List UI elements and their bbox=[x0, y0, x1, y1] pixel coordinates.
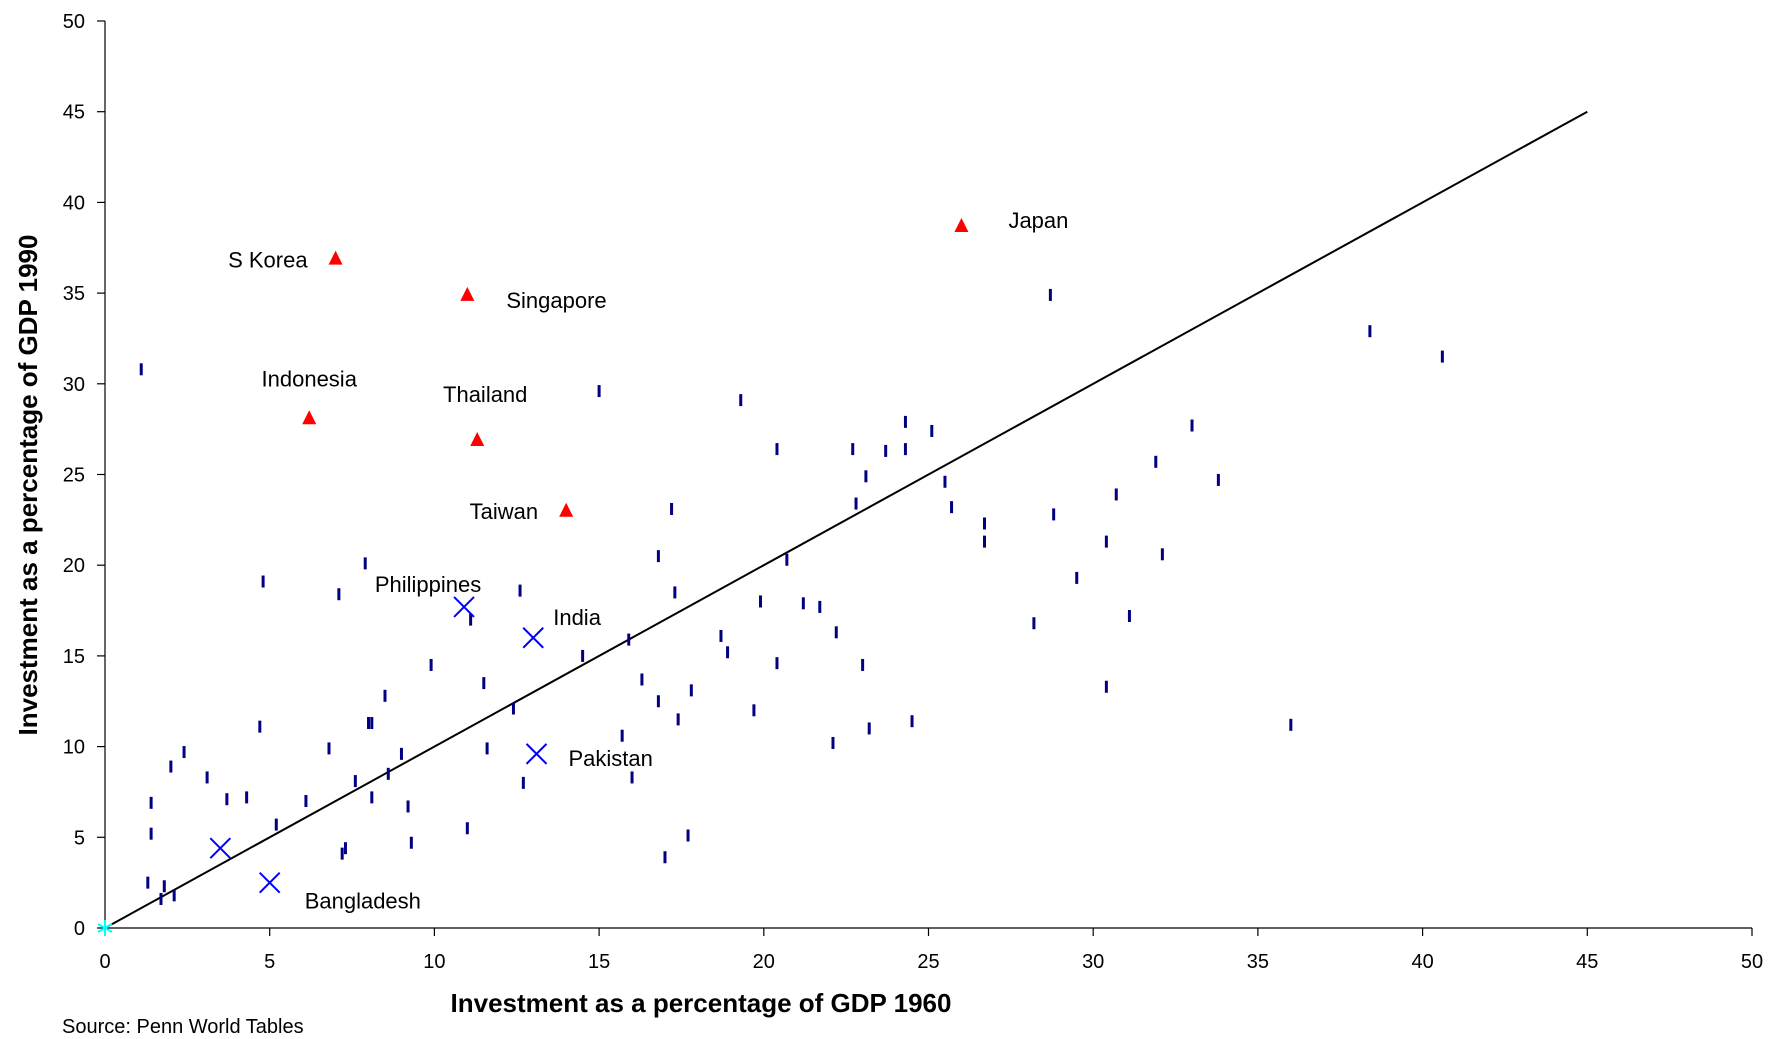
triangle-point bbox=[328, 250, 343, 265]
asterisk-point bbox=[97, 920, 113, 936]
x-point bbox=[258, 871, 281, 894]
x-tick-label: 25 bbox=[917, 951, 939, 973]
x-point bbox=[453, 596, 475, 618]
x-point-stroke bbox=[258, 871, 281, 894]
y-tick-label: 0 bbox=[74, 918, 85, 940]
x-point-stroke bbox=[525, 743, 548, 765]
point-label: Japan bbox=[1008, 208, 1068, 233]
x-tick-label: 20 bbox=[753, 951, 775, 973]
source-note: Source: Penn World Tables bbox=[62, 1016, 304, 1038]
point-label: Philippines bbox=[375, 572, 481, 597]
point-label: Pakistan bbox=[569, 746, 653, 771]
triangle-point bbox=[460, 286, 475, 301]
x-tick-label: 5 bbox=[264, 951, 275, 973]
x-tick-label: 10 bbox=[423, 951, 445, 973]
triangle-point bbox=[559, 502, 574, 517]
data-marks bbox=[97, 217, 1444, 936]
triangle-point bbox=[470, 432, 485, 447]
point-label: S Korea bbox=[228, 248, 308, 273]
point-label: Thailand bbox=[443, 382, 527, 407]
x-point bbox=[525, 743, 548, 765]
asterisk-stroke bbox=[97, 923, 113, 933]
reference-line bbox=[104, 110, 1588, 929]
y-tick-label: 25 bbox=[63, 465, 85, 487]
y-tick-label: 5 bbox=[74, 827, 85, 849]
axes: 0 5 10 15 20 25 30 35 40 45 50 0 5 10 15 20 25 30 35 40 45 50 bbox=[63, 11, 1763, 973]
x-point bbox=[522, 627, 544, 649]
y-tick-label: 10 bbox=[63, 737, 85, 759]
y-tick-label: 30 bbox=[63, 374, 85, 396]
triangle-point bbox=[302, 410, 317, 425]
y-tick-label: 45 bbox=[63, 102, 85, 124]
point-label: Indonesia bbox=[262, 366, 358, 391]
triangle-point bbox=[954, 217, 969, 232]
y-tick-label: 50 bbox=[63, 11, 85, 33]
x-axis-title: Investment as a percentage of GDP 1960 bbox=[451, 988, 952, 1018]
x-tick-label: 40 bbox=[1411, 951, 1433, 973]
x-point-stroke bbox=[522, 627, 544, 649]
x-tick-label: 15 bbox=[588, 951, 610, 973]
y-tick-label: 40 bbox=[63, 192, 85, 214]
point-label: Bangladesh bbox=[305, 889, 421, 914]
point-label: Taiwan bbox=[470, 499, 538, 524]
y-axis-title: Investment as a percentage of GDP 1990 bbox=[13, 235, 43, 736]
point-label: Singapore bbox=[506, 288, 606, 313]
x-tick-label: 45 bbox=[1576, 951, 1598, 973]
x-point-stroke bbox=[453, 596, 475, 618]
y-tick-label: 20 bbox=[63, 555, 85, 577]
y-tick-label: 35 bbox=[63, 283, 85, 305]
point-label: India bbox=[553, 605, 601, 630]
x-tick-label: 0 bbox=[99, 951, 110, 973]
point-annotations: S Korea Singapore Japan Indonesia Thailand Ta… bbox=[228, 208, 1068, 914]
x-point bbox=[209, 837, 231, 859]
x-tick-label: 35 bbox=[1247, 951, 1269, 973]
reference-line-group bbox=[104, 110, 1588, 929]
x-tick-label: 50 bbox=[1741, 951, 1763, 973]
y-tick-label: 15 bbox=[63, 646, 85, 668]
x-point-stroke bbox=[209, 837, 231, 859]
x-tick-label: 30 bbox=[1082, 951, 1104, 973]
